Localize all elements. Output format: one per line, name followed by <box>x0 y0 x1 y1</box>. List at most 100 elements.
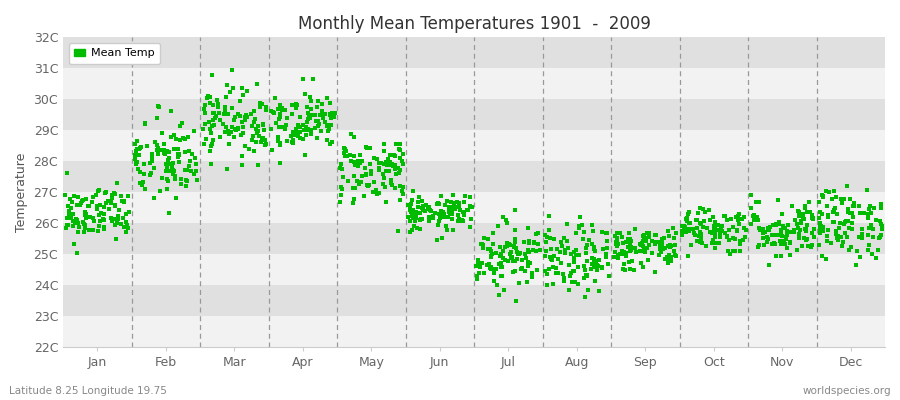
Point <box>487 266 501 272</box>
Point <box>249 138 264 145</box>
Point <box>204 141 219 147</box>
Point <box>766 222 780 229</box>
Point <box>789 221 804 228</box>
Point <box>229 127 243 133</box>
Point <box>761 226 776 233</box>
Point <box>652 246 667 252</box>
Point <box>622 258 636 265</box>
Point <box>310 123 325 129</box>
Point <box>230 110 245 117</box>
Point <box>690 238 705 244</box>
Point <box>760 238 774 245</box>
Point <box>180 166 194 173</box>
Point <box>662 252 676 258</box>
Point <box>296 76 310 82</box>
Point <box>351 158 365 164</box>
Point <box>484 266 499 273</box>
Title: Monthly Mean Temperatures 1901  -  2009: Monthly Mean Temperatures 1901 - 2009 <box>298 15 651 33</box>
Point <box>845 210 859 216</box>
Point <box>411 204 426 210</box>
Point <box>255 136 269 142</box>
Point <box>250 123 265 130</box>
Point <box>372 166 386 173</box>
Point <box>849 262 863 268</box>
Point <box>608 233 623 239</box>
Point <box>591 257 606 263</box>
Point <box>404 209 419 216</box>
Point <box>640 245 654 251</box>
Point <box>375 170 390 177</box>
Point <box>212 116 227 123</box>
Point <box>654 240 669 246</box>
Point <box>675 232 689 238</box>
Point <box>289 126 303 132</box>
Point <box>310 118 325 124</box>
Point <box>258 142 273 148</box>
Point <box>231 126 246 132</box>
Point <box>385 161 400 167</box>
Point <box>119 211 133 218</box>
Point <box>635 233 650 240</box>
Point <box>424 208 438 214</box>
Point <box>692 220 706 227</box>
Point <box>569 247 583 253</box>
Point <box>247 148 261 154</box>
Point <box>706 238 721 245</box>
Point <box>162 154 176 161</box>
Point <box>590 262 604 268</box>
Point <box>743 192 758 198</box>
Point <box>585 260 599 267</box>
Point <box>373 160 387 166</box>
Point <box>493 251 508 257</box>
Point <box>827 218 842 225</box>
Point <box>108 222 122 229</box>
Point <box>805 215 819 221</box>
Point <box>792 209 806 216</box>
Point <box>677 224 691 230</box>
Point <box>512 279 526 286</box>
Point <box>558 246 572 253</box>
Point <box>508 239 523 245</box>
Point <box>96 225 111 232</box>
Point <box>257 137 272 144</box>
Point <box>374 160 389 167</box>
Point <box>405 208 419 215</box>
Point <box>251 132 266 139</box>
Point <box>760 225 775 232</box>
Point <box>707 227 722 233</box>
Point <box>358 164 373 171</box>
Point <box>805 212 819 218</box>
Point <box>571 263 585 270</box>
Point <box>544 254 559 261</box>
Point <box>256 135 270 141</box>
Point <box>415 205 429 211</box>
Point <box>743 205 758 211</box>
Point <box>144 170 158 176</box>
Point <box>69 216 84 223</box>
Point <box>178 136 193 142</box>
Point <box>855 231 869 237</box>
Point <box>415 216 429 222</box>
Point <box>238 142 253 149</box>
Point <box>297 126 311 133</box>
Point <box>456 212 471 218</box>
Point <box>508 242 522 249</box>
Point <box>446 227 460 234</box>
Point <box>90 203 104 210</box>
Point <box>105 194 120 201</box>
Point <box>627 266 642 273</box>
Point <box>275 106 290 113</box>
Point <box>181 134 195 140</box>
Point <box>436 208 451 215</box>
Point <box>864 210 878 216</box>
Point <box>624 247 638 253</box>
Point <box>729 214 743 220</box>
Point <box>608 248 622 255</box>
Point <box>728 248 742 254</box>
Point <box>228 114 242 121</box>
Point <box>302 110 316 116</box>
Point <box>616 260 631 267</box>
Point <box>557 278 572 284</box>
Point <box>86 194 100 200</box>
Point <box>436 214 451 220</box>
